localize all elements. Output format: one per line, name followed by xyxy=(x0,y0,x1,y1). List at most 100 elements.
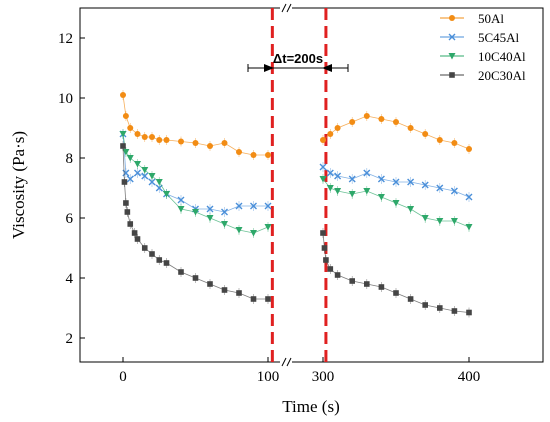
data-point-20c30al xyxy=(149,251,155,257)
data-point-5c45al xyxy=(141,172,149,180)
data-point-50al xyxy=(466,146,472,152)
data-point-5c45al xyxy=(326,169,334,177)
tick-labels: 2 4 6 8 10 12 0 100 300 400 xyxy=(58,31,480,385)
data-point-20c30al xyxy=(141,245,148,251)
data-point-10c40al xyxy=(134,161,141,168)
delta-t-label: Δt=200s xyxy=(273,51,323,66)
legend-item-10c40al: 10C40Al xyxy=(440,49,526,64)
legend-marker-5c45al xyxy=(448,33,456,41)
data-point-20c30al xyxy=(320,230,326,236)
data-point-20c30al xyxy=(378,284,385,290)
data-point-5c45al xyxy=(421,181,429,189)
data-point-10c40al xyxy=(250,230,257,237)
data-point-20c30al xyxy=(451,308,458,314)
data-point-10c40al xyxy=(348,191,356,198)
y-tick-label: 12 xyxy=(58,31,73,47)
data-point-10c40al xyxy=(326,185,334,192)
legend-item-50al: 50Al xyxy=(440,11,504,26)
data-point-10c40al xyxy=(119,131,127,138)
data-point-10c40al xyxy=(264,224,272,231)
plot-frame xyxy=(79,7,544,363)
data-point-50al xyxy=(334,125,341,131)
data-point-20c30al xyxy=(407,296,414,302)
x-tick-label: 0 xyxy=(119,369,127,385)
data-point-5c45al xyxy=(436,184,444,192)
data-point-20c30al xyxy=(265,296,271,302)
data-point-5c45al xyxy=(363,169,371,177)
data-point-10c40al xyxy=(392,200,400,207)
data-point-20c30al xyxy=(349,278,355,284)
data-point-20c30al xyxy=(393,290,399,296)
data-point-10c40al xyxy=(122,149,130,156)
data-point-10c40al xyxy=(377,194,385,201)
data-point-20c30al xyxy=(334,272,341,278)
y-axis-title: Viscosity (Pa·s) xyxy=(9,131,28,239)
data-point-50al xyxy=(207,143,213,149)
data-point-10c40al xyxy=(163,191,170,198)
data-point-20c30al xyxy=(127,221,134,227)
data-point-20c30al xyxy=(221,287,228,293)
data-point-5c45al xyxy=(250,202,257,210)
data-point-10c40al xyxy=(465,224,473,231)
data-point-50al xyxy=(451,140,458,146)
data-point-50al xyxy=(221,140,228,146)
y-tick-label: 10 xyxy=(58,91,73,107)
data-point-5c45al xyxy=(450,187,458,195)
data-point-20c30al xyxy=(192,275,199,281)
series-10c40al xyxy=(119,129,473,238)
data-point-5c45al xyxy=(126,175,134,183)
data-point-50al xyxy=(393,119,399,125)
data-point-20c30al xyxy=(120,143,126,149)
y-tick-label: 8 xyxy=(66,151,74,167)
data-point-20c30al xyxy=(437,305,443,311)
legend-marker-20c30al xyxy=(449,72,455,78)
y-tick-label: 4 xyxy=(66,271,74,287)
data-point-5c45al xyxy=(348,175,356,183)
data-point-10c40al xyxy=(235,227,243,234)
data-point-5c45al xyxy=(177,196,185,204)
legend-item-20c30al: 20C30Al xyxy=(440,68,526,83)
data-point-10c40al xyxy=(155,179,163,186)
data-point-50al xyxy=(141,134,148,140)
data-point-5c45al xyxy=(235,202,243,210)
legend-label-50al: 50Al xyxy=(478,11,504,26)
x-axis-title: Time (s) xyxy=(282,397,339,416)
data-point-10c40al xyxy=(421,215,429,222)
series-layer xyxy=(119,90,473,318)
data-point-20c30al xyxy=(123,200,129,206)
y-tick-label: 6 xyxy=(66,211,74,227)
data-point-5c45al xyxy=(392,178,400,186)
legend-marker-10c40al xyxy=(448,53,456,60)
series-5c45al xyxy=(119,129,473,217)
series-50al xyxy=(120,90,472,160)
data-point-10c40al xyxy=(407,206,415,213)
x-tick-label: 100 xyxy=(257,369,280,385)
data-point-5c45al xyxy=(334,172,342,180)
data-point-50al xyxy=(407,125,414,131)
y-tick-label: 2 xyxy=(66,331,74,347)
legend-marker-50al xyxy=(449,15,455,21)
legend-label-5c45al: 5C45Al xyxy=(478,30,520,45)
series-line-10c40al xyxy=(122,133,269,234)
data-point-5c45al xyxy=(465,193,473,201)
data-point-5c45al xyxy=(206,205,214,213)
data-point-50al xyxy=(120,92,126,98)
data-point-10c40al xyxy=(319,176,327,183)
delta-t-annotation: Δt=200s xyxy=(247,51,349,72)
data-point-50al xyxy=(378,116,385,122)
legend-marker-50al xyxy=(449,15,455,21)
data-point-50al xyxy=(236,149,242,155)
x-tick-label: 400 xyxy=(458,369,481,385)
data-point-50al xyxy=(163,137,170,143)
data-point-50al xyxy=(327,131,334,137)
data-point-10c40al xyxy=(363,188,371,195)
data-point-10c40al xyxy=(334,188,342,195)
data-point-50al xyxy=(149,134,155,140)
data-point-10c40al xyxy=(450,218,458,225)
data-point-5c45al xyxy=(377,175,385,183)
legend-label-20c30al: 20C30Al xyxy=(478,68,526,83)
legend-marker-5c45al xyxy=(448,33,456,41)
data-point-20c30al xyxy=(207,281,213,287)
data-point-50al xyxy=(363,113,370,119)
data-point-50al xyxy=(192,140,199,146)
